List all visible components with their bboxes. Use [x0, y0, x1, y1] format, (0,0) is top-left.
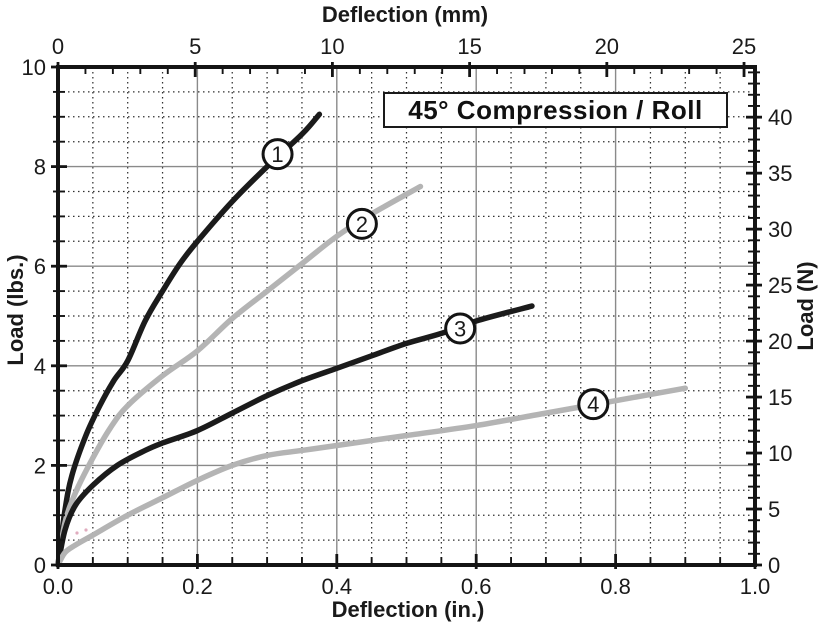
top-axis-tick-label: 5 [189, 34, 201, 59]
bottom-axis-tick-label: 0.8 [600, 574, 631, 599]
top-axis-tick-label: 20 [595, 34, 619, 59]
left-axis-tick-label: 6 [34, 254, 46, 279]
left-axis-tick-label: 4 [34, 354, 46, 379]
bottom-axis-tick-label: 0.2 [182, 574, 213, 599]
right-axis-tick-label: 40 [768, 105, 792, 130]
bottom-axis-tick-label: 1.0 [740, 574, 771, 599]
top-axis-tick-label: 25 [732, 34, 756, 59]
bottom-axis-tick-label: 0.4 [322, 574, 353, 599]
left-axis-tick-label: 2 [34, 453, 46, 478]
curve-2 [55, 183, 424, 568]
top-axis-title: Deflection (mm) [321, 2, 489, 27]
right-axis-title: Load (N) [793, 261, 818, 351]
top-axis-tick-label: 0 [52, 34, 64, 59]
bottom-axis-tick-label: 0.6 [461, 574, 492, 599]
bottom-axis-tick-label: 0.0 [43, 574, 74, 599]
curve-label-circle [577, 388, 610, 421]
curve-label-circle [444, 312, 477, 345]
curves-layer [55, 111, 689, 568]
right-axis-tick-label: 0 [768, 553, 780, 578]
bottom-axis-title: Deflection (in.) [331, 597, 485, 622]
left-axis-tick-label: 0 [34, 553, 46, 578]
left-axis-title: Load (lbs.) [3, 254, 28, 366]
curve-4 [55, 385, 689, 568]
tick-labels-layer: 0.0 0.2 0.4 0.6 0.8 1.00 5 10 15 20 25024681005101… [22, 34, 793, 599]
curve-label-2: 2 [345, 207, 378, 240]
curve-label-4: 4 [577, 388, 610, 421]
scan-artifact-dot [84, 528, 88, 532]
curve-label-circle [261, 138, 294, 171]
curve-label-text: 3 [454, 316, 466, 341]
curve-3 [55, 303, 535, 568]
plot-area [58, 67, 755, 565]
left-axis-tick-label: 10 [22, 55, 46, 80]
top-axis-tick-label: 15 [457, 34, 481, 59]
curve-label-3: 3 [444, 312, 477, 345]
axis-layer [51, 62, 762, 569]
top-axis-tick-label: 10 [320, 34, 344, 59]
right-axis-tick-label: 15 [768, 385, 792, 410]
right-axis-tick-label: 10 [768, 441, 792, 466]
curve-label-1: 1 [261, 138, 294, 171]
right-axis-tick-label: 5 [768, 497, 780, 522]
curve-label-text: 1 [271, 142, 283, 167]
right-axis-tick-label: 25 [768, 273, 792, 298]
chart-title: 45° Compression / Roll [383, 92, 728, 128]
curve-1 [55, 111, 323, 568]
right-axis-tick-label: 35 [768, 161, 792, 186]
curve-label-text: 4 [587, 392, 599, 417]
right-axis-tick-label: 20 [768, 329, 792, 354]
curve-labels-layer: 1 2 3 4 [261, 138, 610, 421]
right-axis-tick-label: 30 [768, 217, 792, 242]
left-axis-tick-label: 8 [34, 155, 46, 180]
curve-label-circle [345, 207, 378, 240]
curve-label-text: 2 [356, 212, 368, 237]
scan-artifact-dot [75, 531, 79, 535]
